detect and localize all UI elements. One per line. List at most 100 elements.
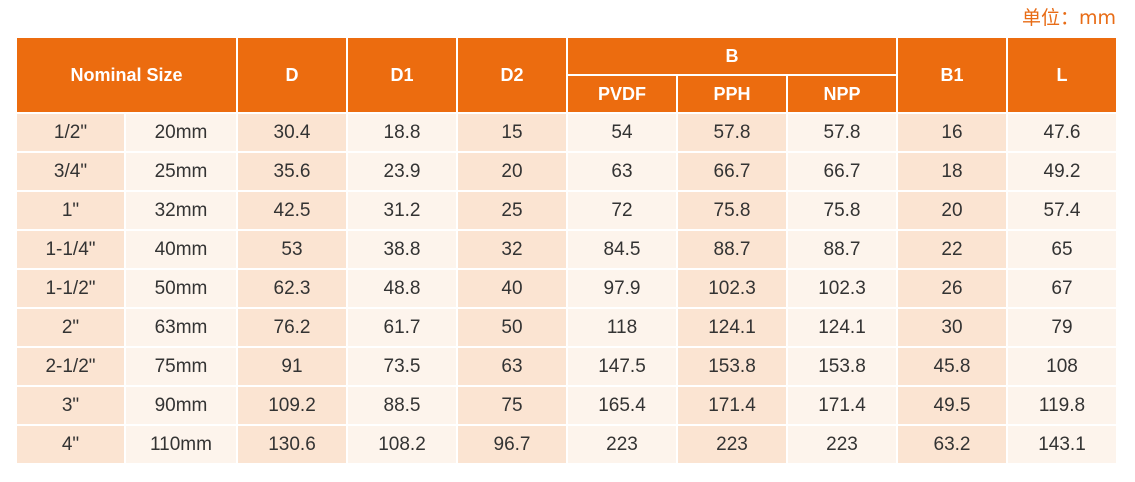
header-d: D bbox=[238, 38, 346, 112]
cell-b-pvdf: 54 bbox=[568, 114, 676, 151]
cell-nominal-inch: 4" bbox=[17, 426, 124, 463]
table-row: 2" 63mm 76.2 61.7 50 118 124.1 124.1 30 79 bbox=[17, 309, 1116, 346]
cell-b-pph: 124.1 bbox=[678, 309, 786, 346]
cell-d: 30.4 bbox=[238, 114, 346, 151]
cell-nominal-inch: 1" bbox=[17, 192, 124, 229]
cell-b-npp: 66.7 bbox=[788, 153, 896, 190]
cell-b-pph: 75.8 bbox=[678, 192, 786, 229]
cell-d2: 96.7 bbox=[458, 426, 566, 463]
cell-d1: 48.8 bbox=[348, 270, 456, 307]
cell-b1: 18 bbox=[898, 153, 1006, 190]
cell-d2: 63 bbox=[458, 348, 566, 385]
cell-d1: 73.5 bbox=[348, 348, 456, 385]
cell-d2: 25 bbox=[458, 192, 566, 229]
header-l: L bbox=[1008, 38, 1116, 112]
cell-b1: 63.2 bbox=[898, 426, 1006, 463]
header-nominal-size: Nominal Size bbox=[17, 38, 236, 112]
table-body: 1/2" 20mm 30.4 18.8 15 54 57.8 57.8 16 47.6 3/4" 25… bbox=[17, 114, 1116, 463]
cell-b-pvdf: 97.9 bbox=[568, 270, 676, 307]
cell-b1: 49.5 bbox=[898, 387, 1006, 424]
cell-b-pph: 57.8 bbox=[678, 114, 786, 151]
cell-d1: 108.2 bbox=[348, 426, 456, 463]
cell-b1: 20 bbox=[898, 192, 1006, 229]
header-b-pph: PPH bbox=[678, 76, 786, 112]
table-row: 4" 110mm 130.6 108.2 96.7 223 223 223 63.2 143.1 bbox=[17, 426, 1116, 463]
cell-nominal-inch: 1-1/2" bbox=[17, 270, 124, 307]
cell-nominal-inch: 2-1/2" bbox=[17, 348, 124, 385]
cell-nominal-inch: 3/4" bbox=[17, 153, 124, 190]
cell-nominal-inch: 1/2" bbox=[17, 114, 124, 151]
cell-nominal-mm: 20mm bbox=[126, 114, 236, 151]
header-d1: D1 bbox=[348, 38, 456, 112]
cell-b1: 16 bbox=[898, 114, 1006, 151]
header-b: B bbox=[568, 38, 896, 74]
cell-nominal-mm: 110mm bbox=[126, 426, 236, 463]
cell-nominal-inch: 1-1/4" bbox=[17, 231, 124, 268]
cell-b-pvdf: 84.5 bbox=[568, 231, 676, 268]
cell-b-pvdf: 72 bbox=[568, 192, 676, 229]
cell-b-npp: 88.7 bbox=[788, 231, 896, 268]
header-d2: D2 bbox=[458, 38, 566, 112]
cell-nominal-mm: 40mm bbox=[126, 231, 236, 268]
cell-d: 130.6 bbox=[238, 426, 346, 463]
cell-b-pph: 102.3 bbox=[678, 270, 786, 307]
cell-d: 62.3 bbox=[238, 270, 346, 307]
cell-d: 53 bbox=[238, 231, 346, 268]
cell-b-pph: 153.8 bbox=[678, 348, 786, 385]
header-b-npp: NPP bbox=[788, 76, 896, 112]
cell-d1: 18.8 bbox=[348, 114, 456, 151]
cell-d2: 20 bbox=[458, 153, 566, 190]
cell-b-pvdf: 147.5 bbox=[568, 348, 676, 385]
cell-d: 76.2 bbox=[238, 309, 346, 346]
cell-l: 49.2 bbox=[1008, 153, 1116, 190]
cell-d1: 31.2 bbox=[348, 192, 456, 229]
cell-nominal-inch: 3" bbox=[17, 387, 124, 424]
cell-nominal-mm: 90mm bbox=[126, 387, 236, 424]
cell-l: 57.4 bbox=[1008, 192, 1116, 229]
cell-b-pvdf: 165.4 bbox=[568, 387, 676, 424]
cell-d2: 32 bbox=[458, 231, 566, 268]
cell-d: 91 bbox=[238, 348, 346, 385]
cell-b1: 26 bbox=[898, 270, 1006, 307]
table-row: 1/2" 20mm 30.4 18.8 15 54 57.8 57.8 16 47.6 bbox=[17, 114, 1116, 151]
cell-l: 108 bbox=[1008, 348, 1116, 385]
cell-b-npp: 171.4 bbox=[788, 387, 896, 424]
cell-b-npp: 124.1 bbox=[788, 309, 896, 346]
cell-nominal-mm: 63mm bbox=[126, 309, 236, 346]
cell-d1: 23.9 bbox=[348, 153, 456, 190]
table-row: 3/4" 25mm 35.6 23.9 20 63 66.7 66.7 18 49.2 bbox=[17, 153, 1116, 190]
cell-b-npp: 223 bbox=[788, 426, 896, 463]
cell-d2: 50 bbox=[458, 309, 566, 346]
cell-l: 67 bbox=[1008, 270, 1116, 307]
cell-b-npp: 102.3 bbox=[788, 270, 896, 307]
cell-d2: 40 bbox=[458, 270, 566, 307]
cell-b-pph: 88.7 bbox=[678, 231, 786, 268]
table-row: 2-1/2" 75mm 91 73.5 63 147.5 153.8 153.8 45.8 108 bbox=[17, 348, 1116, 385]
cell-b1: 22 bbox=[898, 231, 1006, 268]
cell-b-pph: 66.7 bbox=[678, 153, 786, 190]
header-b-pvdf: PVDF bbox=[568, 76, 676, 112]
cell-b1: 30 bbox=[898, 309, 1006, 346]
cell-l: 65 bbox=[1008, 231, 1116, 268]
cell-nominal-mm: 50mm bbox=[126, 270, 236, 307]
cell-nominal-mm: 75mm bbox=[126, 348, 236, 385]
cell-b-pph: 223 bbox=[678, 426, 786, 463]
cell-nominal-mm: 32mm bbox=[126, 192, 236, 229]
cell-nominal-mm: 25mm bbox=[126, 153, 236, 190]
table-row: 1-1/4" 40mm 53 38.8 32 84.5 88.7 88.7 22 65 bbox=[17, 231, 1116, 268]
cell-b-npp: 57.8 bbox=[788, 114, 896, 151]
cell-b-pvdf: 63 bbox=[568, 153, 676, 190]
cell-nominal-inch: 2" bbox=[17, 309, 124, 346]
cell-d1: 88.5 bbox=[348, 387, 456, 424]
cell-b-npp: 75.8 bbox=[788, 192, 896, 229]
cell-d: 42.5 bbox=[238, 192, 346, 229]
cell-l: 143.1 bbox=[1008, 426, 1116, 463]
cell-b-pvdf: 223 bbox=[568, 426, 676, 463]
cell-d2: 75 bbox=[458, 387, 566, 424]
cell-b1: 45.8 bbox=[898, 348, 1006, 385]
cell-d2: 15 bbox=[458, 114, 566, 151]
table-row: 1-1/2" 50mm 62.3 48.8 40 97.9 102.3 102.3 26 67 bbox=[17, 270, 1116, 307]
cell-b-pph: 171.4 bbox=[678, 387, 786, 424]
cell-l: 119.8 bbox=[1008, 387, 1116, 424]
table-row: 1" 32mm 42.5 31.2 25 72 75.8 75.8 20 57.4 bbox=[17, 192, 1116, 229]
